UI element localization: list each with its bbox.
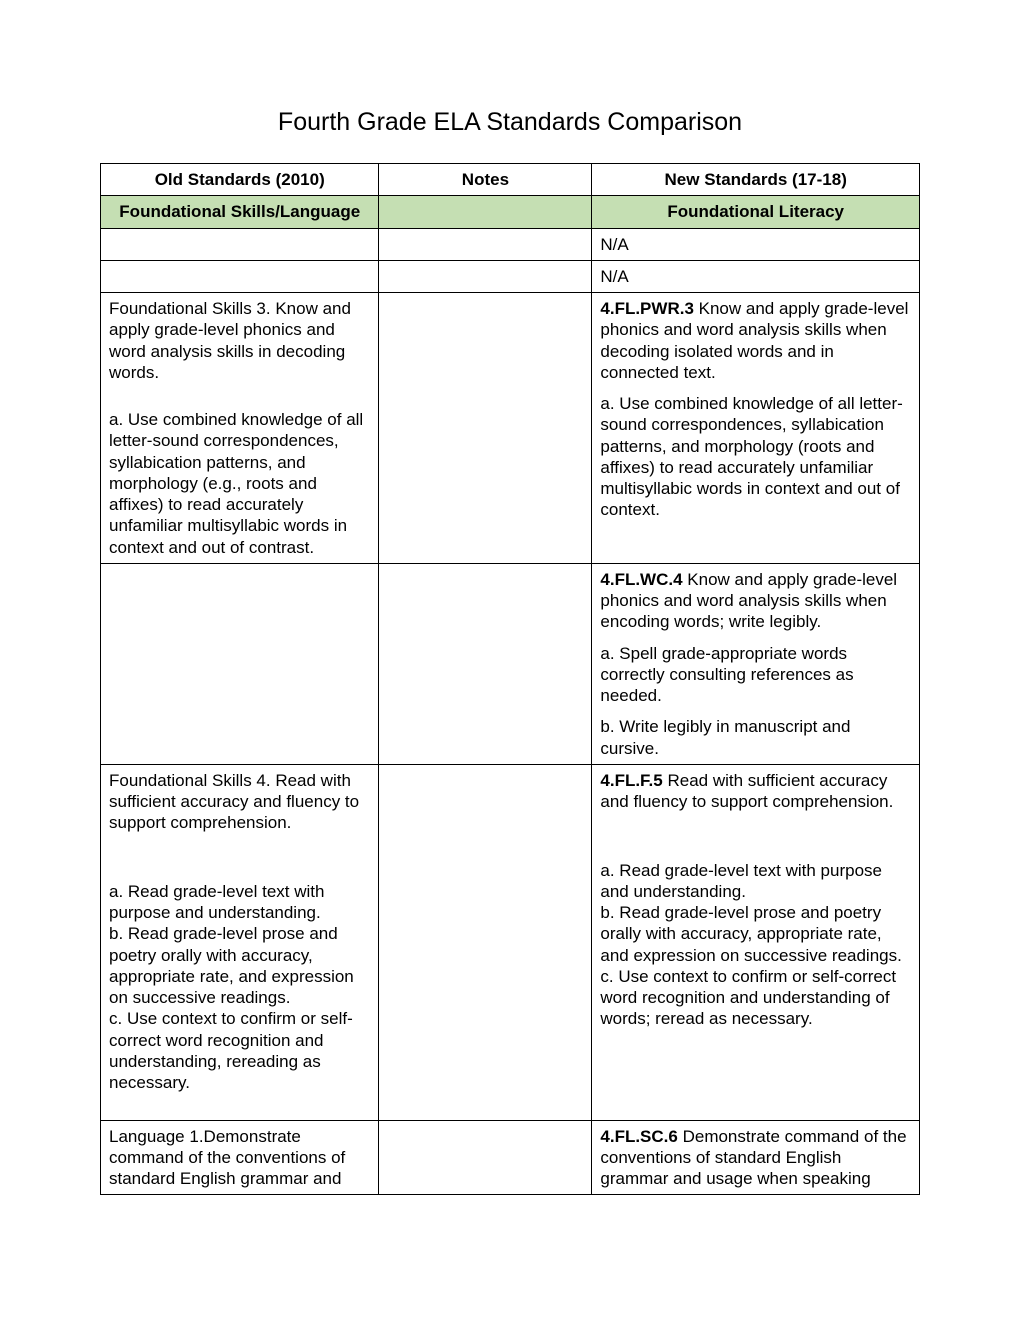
cell-new: 4.FL.F.5 Read with sufficient accuracy a…	[592, 764, 920, 1120]
new-sub-b: b. Write legibly in manuscript and cursi…	[600, 716, 911, 759]
cell-new: 4.FL.WC.4 Know and apply grade-level pho…	[592, 563, 920, 764]
old-sub: a. Use combined knowledge of all letter-…	[109, 409, 370, 558]
standards-table: Old Standards (2010) Notes New Standards…	[100, 163, 920, 1195]
table-row: N/A	[101, 260, 920, 292]
standard-code: 4.FL.WC.4	[600, 570, 682, 589]
document-page: Fourth Grade ELA Standards Comparison Ol…	[0, 0, 1020, 1195]
section-row: Foundational Skills/Language Foundationa…	[101, 196, 920, 228]
cell-notes	[379, 228, 592, 260]
cell-old	[101, 228, 379, 260]
section-new: Foundational Literacy	[592, 196, 920, 228]
cell-new: 4.FL.PWR.3 Know and apply grade-level ph…	[592, 293, 920, 564]
cell-notes	[379, 764, 592, 1120]
standard-code: 4.FL.F.5	[600, 771, 662, 790]
standard-code: 4.FL.SC.6	[600, 1127, 677, 1146]
cell-old: Foundational Skills 4. Read with suffici…	[101, 764, 379, 1120]
table-row: N/A	[101, 228, 920, 260]
table-row: 4.FL.WC.4 Know and apply grade-level pho…	[101, 563, 920, 764]
new-sub: a. Read grade-level text with purpose an…	[600, 860, 911, 1030]
new-main: 4.FL.WC.4 Know and apply grade-level pho…	[600, 569, 911, 633]
section-notes	[379, 196, 592, 228]
cell-notes	[379, 293, 592, 564]
new-sub: a. Use combined knowledge of all letter-…	[600, 393, 911, 521]
header-notes: Notes	[379, 164, 592, 196]
new-sub-a: a. Spell grade-appropriate words correct…	[600, 643, 911, 707]
header-new: New Standards (17-18)	[592, 164, 920, 196]
old-main: Foundational Skills 3. Know and apply gr…	[109, 298, 370, 383]
cell-notes	[379, 1120, 592, 1195]
header-old: Old Standards (2010)	[101, 164, 379, 196]
cell-new: N/A	[592, 228, 920, 260]
cell-notes	[379, 260, 592, 292]
cell-old: Language 1.Demonstrate command of the co…	[101, 1120, 379, 1195]
new-main: 4.FL.F.5 Read with sufficient accuracy a…	[600, 770, 911, 813]
table-row: Foundational Skills 4. Read with suffici…	[101, 764, 920, 1120]
new-main: 4.FL.PWR.3 Know and apply grade-level ph…	[600, 298, 911, 383]
section-old: Foundational Skills/Language	[101, 196, 379, 228]
standard-code: 4.FL.PWR.3	[600, 299, 694, 318]
cell-new: N/A	[592, 260, 920, 292]
table-header-row: Old Standards (2010) Notes New Standards…	[101, 164, 920, 196]
cell-old	[101, 563, 379, 764]
old-sub: a. Read grade-level text with purpose an…	[109, 881, 370, 1094]
cell-new: 4.FL.SC.6 Demonstrate command of the con…	[592, 1120, 920, 1195]
table-row: Foundational Skills 3. Know and apply gr…	[101, 293, 920, 564]
cell-notes	[379, 563, 592, 764]
old-main: Language 1.Demonstrate command of the co…	[109, 1126, 370, 1190]
old-main: Foundational Skills 4. Read with suffici…	[109, 770, 370, 834]
cell-old: Foundational Skills 3. Know and apply gr…	[101, 293, 379, 564]
cell-old	[101, 260, 379, 292]
page-title: Fourth Grade ELA Standards Comparison	[100, 108, 920, 137]
new-main: 4.FL.SC.6 Demonstrate command of the con…	[600, 1126, 911, 1190]
table-row: Language 1.Demonstrate command of the co…	[101, 1120, 920, 1195]
